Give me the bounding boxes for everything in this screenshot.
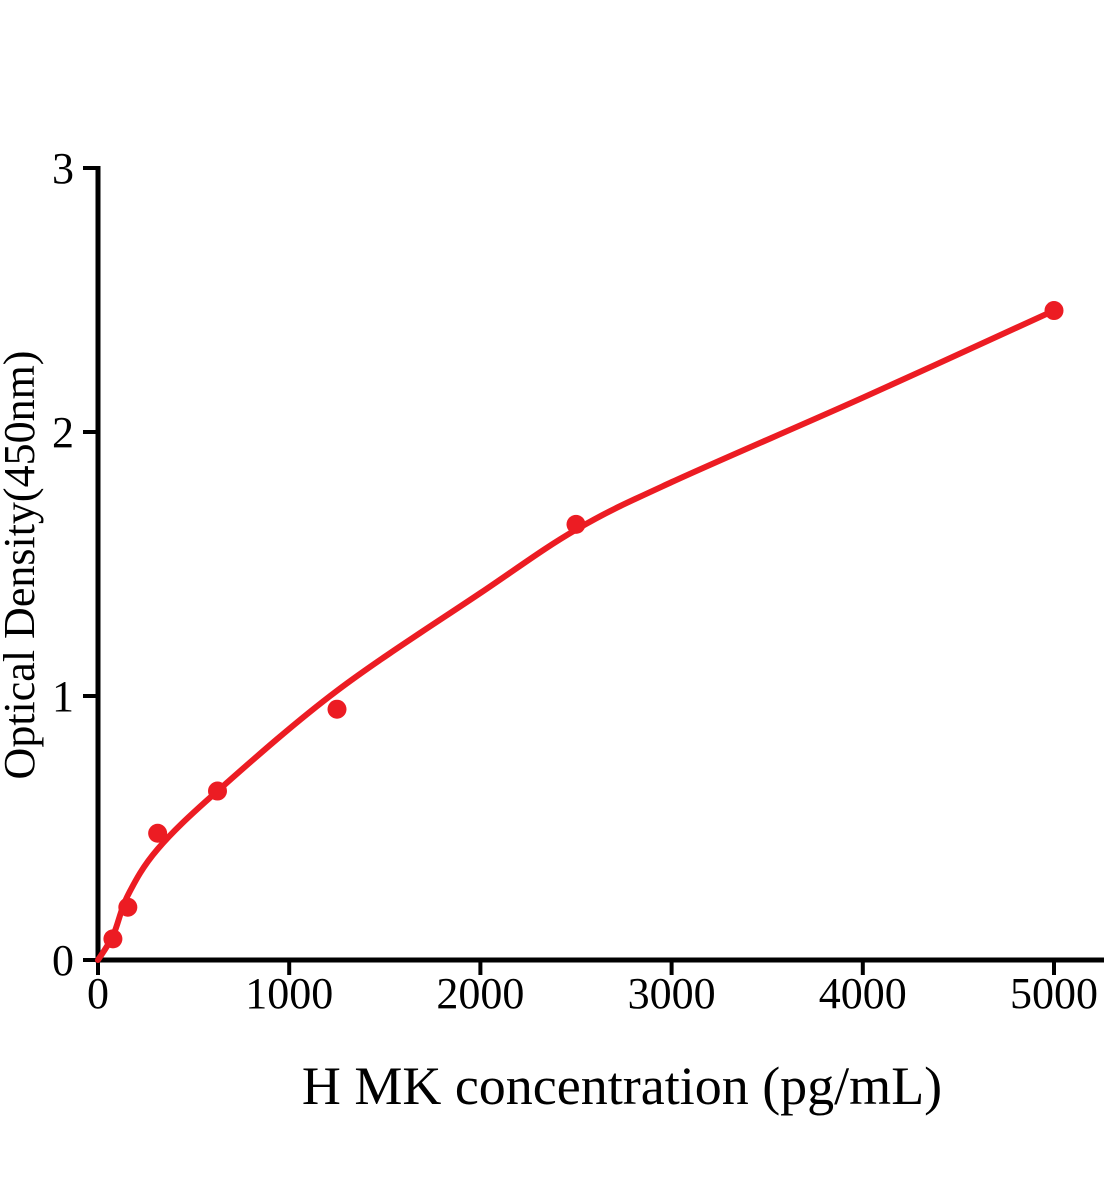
data-point — [327, 699, 347, 719]
data-point — [566, 514, 586, 534]
x-axis-title: H MK concentration (pg/mL) — [302, 1056, 942, 1116]
x-tick-label: 4000 — [819, 969, 907, 1018]
data-point — [118, 897, 138, 917]
y-tick-label: 0 — [52, 936, 74, 985]
y-axis-title: Optical Density(450nm) — [0, 351, 44, 780]
axes-layer: 0 1000 2000 3000 4000 5000 0 1 2 3 — [52, 144, 1104, 1018]
y-tick-label: 1 — [52, 672, 74, 721]
data-point — [148, 823, 168, 843]
x-tick-label: 3000 — [628, 969, 716, 1018]
data-layer — [95, 301, 1064, 963]
x-tick-label: 2000 — [436, 969, 524, 1018]
y-tick-label: 3 — [52, 144, 74, 193]
data-point — [103, 929, 123, 949]
x-tick-label: 5000 — [1010, 969, 1098, 1018]
data-point — [208, 781, 227, 801]
fit-curve-path — [95, 307, 1057, 963]
x-tick-label: 0 — [87, 969, 109, 1018]
x-tick-label: 1000 — [245, 969, 333, 1018]
data-point — [1044, 301, 1064, 321]
y-tick-label: 2 — [52, 408, 74, 457]
